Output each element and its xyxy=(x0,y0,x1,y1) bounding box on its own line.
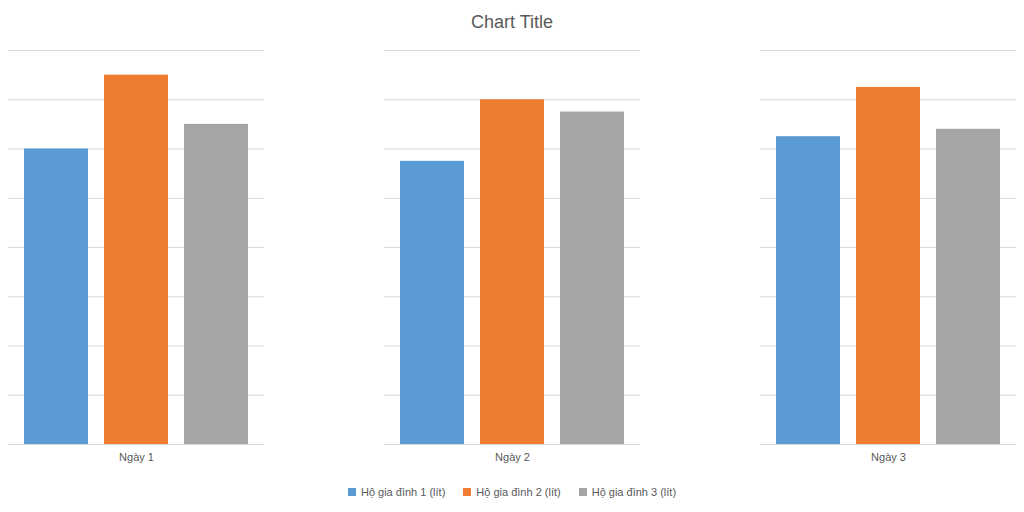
html-text:Hộ gia đình 3 (lít): Hộ gia đình 3 (lít) xyxy=(591,486,677,498)
svg-text:Ngày 2: Ngày 2 xyxy=(495,451,530,463)
svg-text:Ngày 1: Ngày 1 xyxy=(119,451,154,463)
html-text:Hộ gia đình 1 (lít): Hộ gia đình 1 (lít) xyxy=(360,486,446,498)
html-text:Hộ gia đình 2 (lít): Hộ gia đình 2 (lít) xyxy=(476,486,561,498)
svg-text:Ngày 3: Ngày 3 xyxy=(871,451,906,463)
html-text:Chart Title: Chart Title xyxy=(471,12,553,32)
